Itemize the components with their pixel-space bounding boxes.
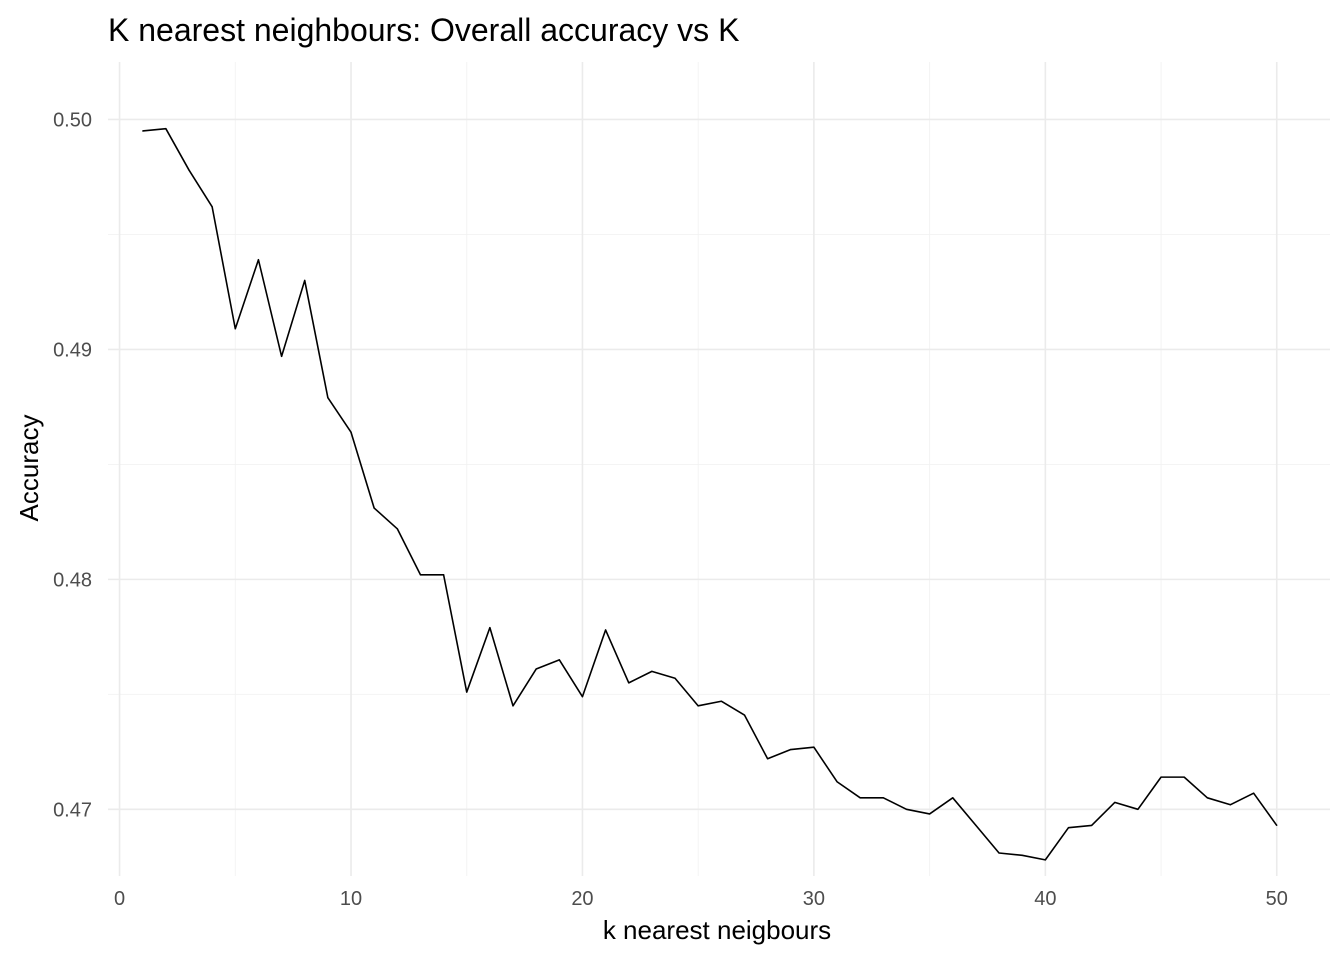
data-point: [1137, 808, 1139, 810]
accuracy-data-points: [142, 128, 1278, 861]
data-point: [1021, 854, 1023, 856]
data-point: [419, 574, 422, 576]
data-point: [813, 746, 815, 748]
data-point: [142, 130, 144, 132]
data-point: [280, 355, 283, 357]
data-point: [489, 627, 491, 629]
data-point: [767, 758, 769, 760]
data-point: [929, 813, 931, 815]
data-point: [396, 528, 398, 530]
data-point: [327, 397, 329, 399]
data-point: [604, 629, 607, 631]
data-point: [1276, 824, 1278, 827]
x-tick-label: 20: [571, 888, 593, 910]
data-point: [1229, 804, 1232, 806]
data-point: [859, 797, 861, 799]
data-point: [512, 705, 514, 707]
data-point: [373, 507, 375, 509]
data-point: [350, 431, 352, 433]
chart-title: K nearest neighbours: Overall accuracy v…: [108, 12, 739, 48]
data-point: [905, 808, 908, 810]
data-point: [1160, 776, 1162, 778]
data-point: [628, 682, 630, 684]
x-tick-label: 50: [1266, 888, 1288, 910]
data-point: [442, 574, 445, 576]
data-point: [720, 700, 722, 702]
data-point: [165, 128, 167, 130]
data-point: [1253, 792, 1255, 794]
y-tick-label: 0.49: [53, 339, 92, 361]
data-point: [1044, 859, 1046, 861]
data-point: [743, 714, 746, 716]
y-tick-label: 0.47: [53, 799, 92, 821]
x-tick-label: 10: [340, 888, 362, 910]
y-axis-tick-labels: 0.47 0.48 0.49 0.50: [53, 109, 92, 821]
y-tick-label: 0.50: [53, 109, 92, 131]
data-point: [975, 824, 977, 827]
data-point: [836, 781, 838, 783]
data-point: [1183, 776, 1185, 778]
data-point: [1114, 801, 1116, 804]
data-point: [882, 797, 884, 799]
major-gridlines: [108, 62, 1330, 876]
x-axis-title: k nearest neigbours: [603, 915, 831, 945]
data-point: [581, 696, 584, 698]
data-point: [257, 259, 260, 261]
data-point: [952, 797, 954, 799]
data-point: [790, 748, 792, 751]
data-point: [466, 691, 468, 693]
x-tick-label: 30: [803, 888, 825, 910]
data-point: [651, 670, 653, 672]
minor-gridlines: [108, 62, 1330, 876]
data-point: [535, 668, 537, 670]
data-point: [211, 206, 213, 208]
data-point: [188, 169, 190, 171]
data-point: [558, 659, 560, 661]
data-point: [304, 279, 306, 282]
data-point: [1206, 797, 1208, 799]
data-point: [1067, 827, 1070, 829]
x-tick-label: 0: [114, 888, 125, 910]
y-tick-label: 0.48: [53, 569, 92, 591]
data-point: [998, 852, 1000, 854]
x-tick-label: 40: [1034, 888, 1056, 910]
data-point: [234, 328, 236, 330]
data-point: [674, 677, 676, 679]
data-point: [1091, 824, 1093, 827]
y-axis-title: Accuracy: [14, 415, 44, 522]
x-axis-tick-labels: 0 10 20 30 40 50: [114, 888, 1288, 910]
data-point: [697, 705, 699, 707]
accuracy-series-line: [142, 127, 1278, 861]
